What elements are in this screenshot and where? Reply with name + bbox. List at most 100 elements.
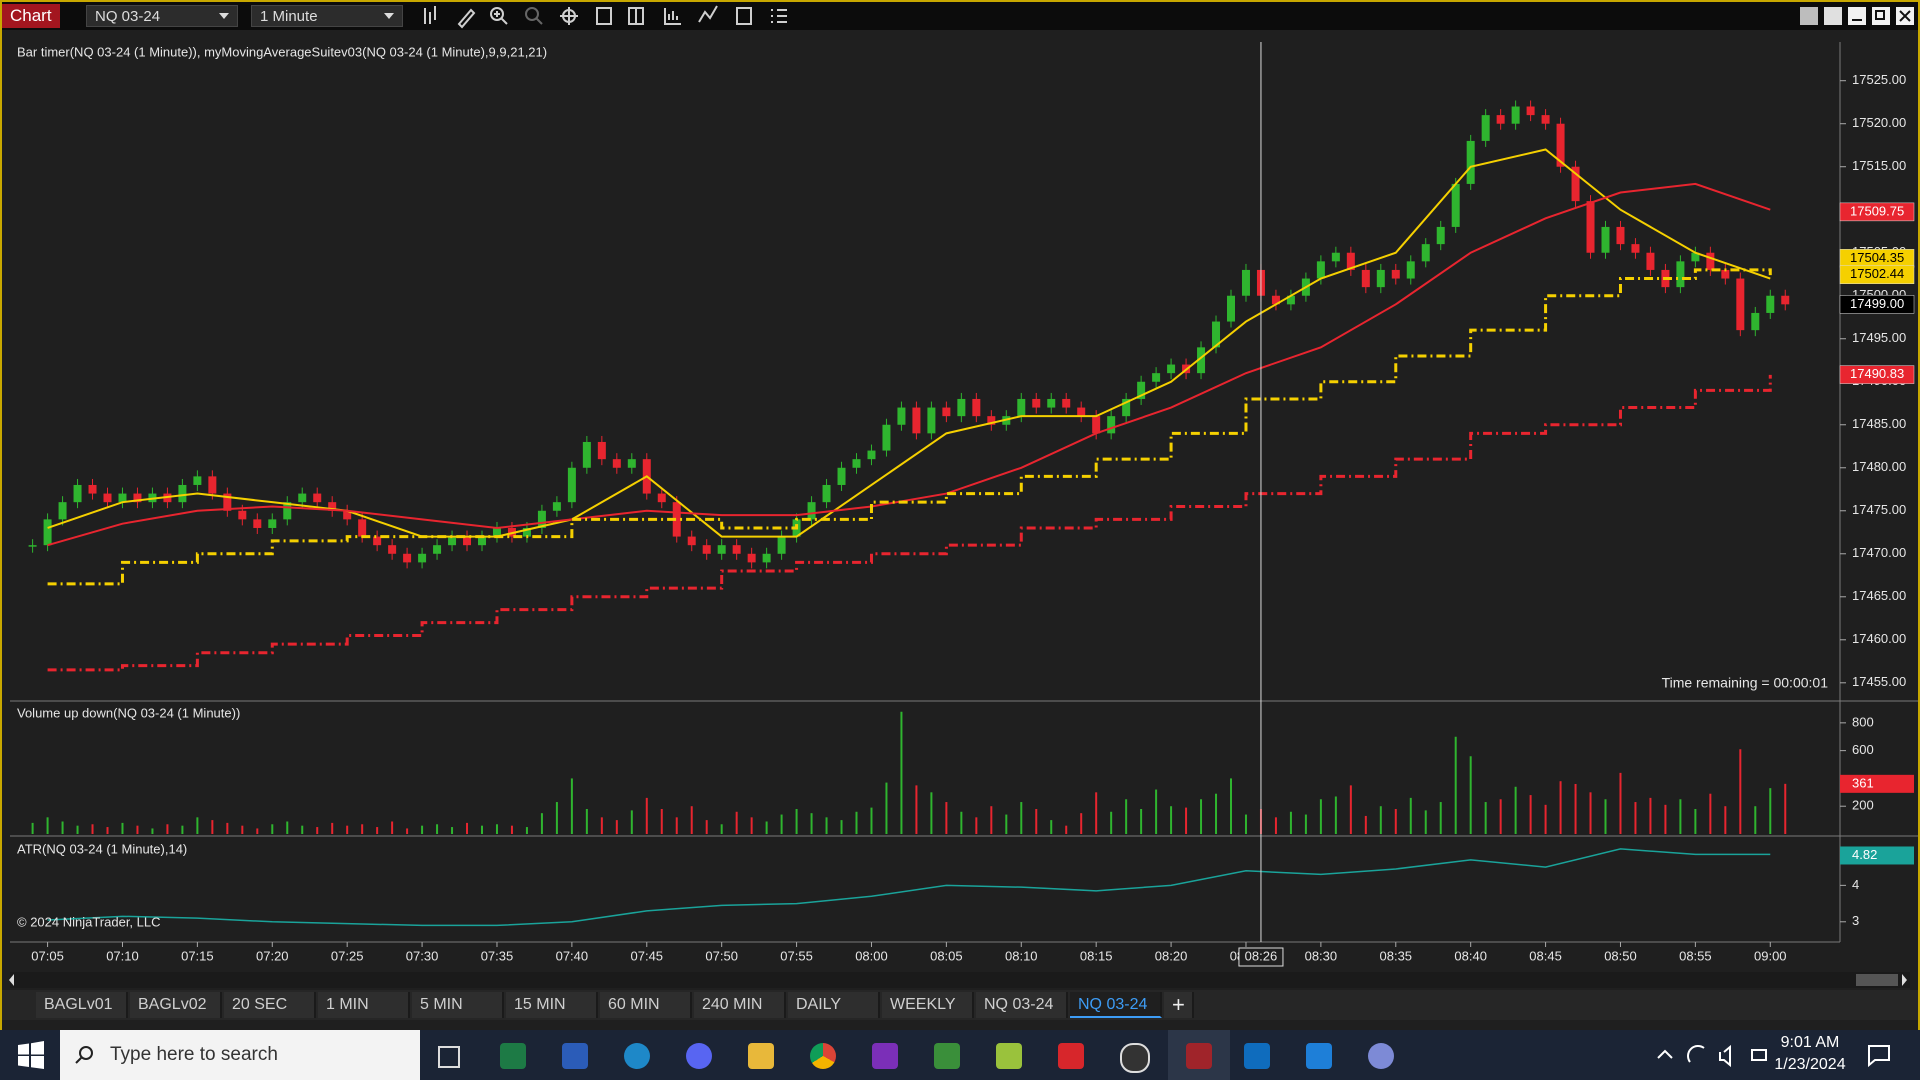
candle xyxy=(193,476,202,485)
time-remaining: Time remaining = 00:00:01 xyxy=(1662,675,1829,691)
draw-icon[interactable] xyxy=(457,8,476,29)
app-icon[interactable] xyxy=(1306,1043,1332,1069)
add-tab[interactable]: + xyxy=(1164,992,1194,1018)
start-button[interactable] xyxy=(16,1040,46,1070)
outlook-icon[interactable] xyxy=(1244,1043,1270,1069)
instrument-select[interactable]: NQ 03-24 xyxy=(86,5,238,27)
app-icon[interactable] xyxy=(934,1043,960,1069)
data-box-icon[interactable] xyxy=(596,7,612,25)
volume-marker xyxy=(1840,774,1914,793)
window-controls xyxy=(1800,7,1914,25)
candle xyxy=(612,459,621,468)
tab[interactable]: BAGLv01 xyxy=(36,992,128,1018)
tab[interactable]: DAILY xyxy=(788,992,880,1018)
tile-button[interactable] xyxy=(1824,7,1842,25)
chrome-icon[interactable] xyxy=(810,1043,836,1069)
candle xyxy=(1706,252,1715,270)
edge-icon[interactable] xyxy=(624,1043,650,1069)
x-tick-label: 07:20 xyxy=(256,948,289,963)
properties-icon[interactable] xyxy=(628,7,644,25)
y-tick-label: 200 xyxy=(1852,798,1874,813)
candle xyxy=(463,536,472,546)
search-box[interactable]: Type here to search xyxy=(60,1030,420,1080)
zoom-out-icon[interactable] xyxy=(525,7,539,21)
app-icon[interactable] xyxy=(1368,1043,1394,1069)
clock-time: 9:01 AM xyxy=(1780,1034,1840,1051)
explorer-icon[interactable] xyxy=(748,1043,774,1069)
bars-icon[interactable] xyxy=(424,6,436,24)
candle xyxy=(957,398,966,417)
candle xyxy=(313,493,322,503)
taskbar: Type here to search 9:01 AM 1/23/2024 xyxy=(0,1030,1920,1080)
search-placeholder: Type here to search xyxy=(110,1044,278,1065)
tab[interactable]: 240 MIN xyxy=(694,992,786,1018)
tab[interactable]: 5 MIN xyxy=(412,992,504,1018)
candle xyxy=(537,510,546,528)
x-tick-label: 08:05 xyxy=(930,948,963,963)
candle xyxy=(897,407,906,425)
indicators-icon[interactable] xyxy=(664,8,681,25)
candle xyxy=(478,536,486,546)
stop-line xyxy=(47,268,1772,586)
scroll-thumb[interactable] xyxy=(1856,974,1898,986)
candle xyxy=(822,484,831,503)
task-view[interactable] xyxy=(438,1046,460,1068)
system-tray[interactable] xyxy=(1650,1040,1780,1070)
x-tick-label: 07:40 xyxy=(556,948,589,963)
candle xyxy=(582,441,591,468)
tab[interactable]: WEEKLY xyxy=(882,992,974,1018)
candle xyxy=(1062,398,1071,408)
active-app[interactable] xyxy=(1168,1030,1230,1080)
x-tick-label: 08:40 xyxy=(1454,948,1487,963)
candle xyxy=(1571,166,1580,202)
onenote-icon[interactable] xyxy=(872,1043,898,1069)
strategies-icon[interactable] xyxy=(698,5,718,23)
restore-button[interactable] xyxy=(1872,7,1890,25)
excel-icon[interactable] xyxy=(500,1043,526,1069)
tab[interactable]: NQ 03-24 xyxy=(976,992,1068,1018)
discord-icon[interactable] xyxy=(686,1043,712,1069)
y-tick-label: 17480.00 xyxy=(1852,459,1906,474)
x-tick-label: 07:30 xyxy=(406,948,439,963)
minimize-button[interactable] xyxy=(1848,7,1866,25)
candle xyxy=(777,536,786,554)
y-tick-label: 17520.00 xyxy=(1852,115,1906,130)
zoom-in-icon[interactable] xyxy=(490,7,504,21)
candle xyxy=(1376,269,1385,288)
tab[interactable]: BAGLv02 xyxy=(130,992,222,1018)
price-marker-label: 17504.35 xyxy=(1850,250,1904,265)
interval-select[interactable]: 1 Minute xyxy=(251,5,403,27)
templates-icon[interactable] xyxy=(736,7,752,25)
tab[interactable]: 60 MIN xyxy=(600,992,692,1018)
x-tick-label: 08:15 xyxy=(1080,948,1113,963)
candle xyxy=(1137,381,1146,399)
tab[interactable]: 1 MIN xyxy=(318,992,410,1018)
x-tick-label: 07:45 xyxy=(631,948,664,963)
tab[interactable]: 15 MIN xyxy=(506,992,598,1018)
y-tick-label: 17525.00 xyxy=(1852,72,1906,87)
window-label: Chart xyxy=(2,4,60,28)
tile-button[interactable] xyxy=(1800,7,1818,25)
app-icon[interactable] xyxy=(1120,1043,1150,1073)
candle xyxy=(1077,407,1086,417)
candle xyxy=(1646,252,1655,270)
scrollbar[interactable] xyxy=(10,972,1910,988)
candle xyxy=(657,493,666,503)
notifications[interactable] xyxy=(1866,1042,1892,1068)
candle xyxy=(1167,364,1176,374)
copyright: © 2024 NinjaTrader, LLC xyxy=(17,914,161,929)
tab[interactable]: 20 SEC xyxy=(224,992,316,1018)
objects-icon[interactable] xyxy=(771,9,787,23)
tab[interactable]: NQ 03-24 xyxy=(1070,992,1162,1018)
candle xyxy=(1227,295,1235,322)
app-icon[interactable] xyxy=(996,1043,1022,1069)
candle xyxy=(1286,295,1295,305)
acrobat-icon[interactable] xyxy=(1058,1043,1084,1069)
candle xyxy=(1556,123,1565,167)
candle xyxy=(522,527,531,537)
word-icon[interactable] xyxy=(562,1043,588,1069)
candle xyxy=(1601,226,1610,253)
candle xyxy=(58,502,67,520)
x-tick-label: 08:10 xyxy=(1005,948,1038,963)
y-tick-label: 17460.00 xyxy=(1852,631,1906,646)
